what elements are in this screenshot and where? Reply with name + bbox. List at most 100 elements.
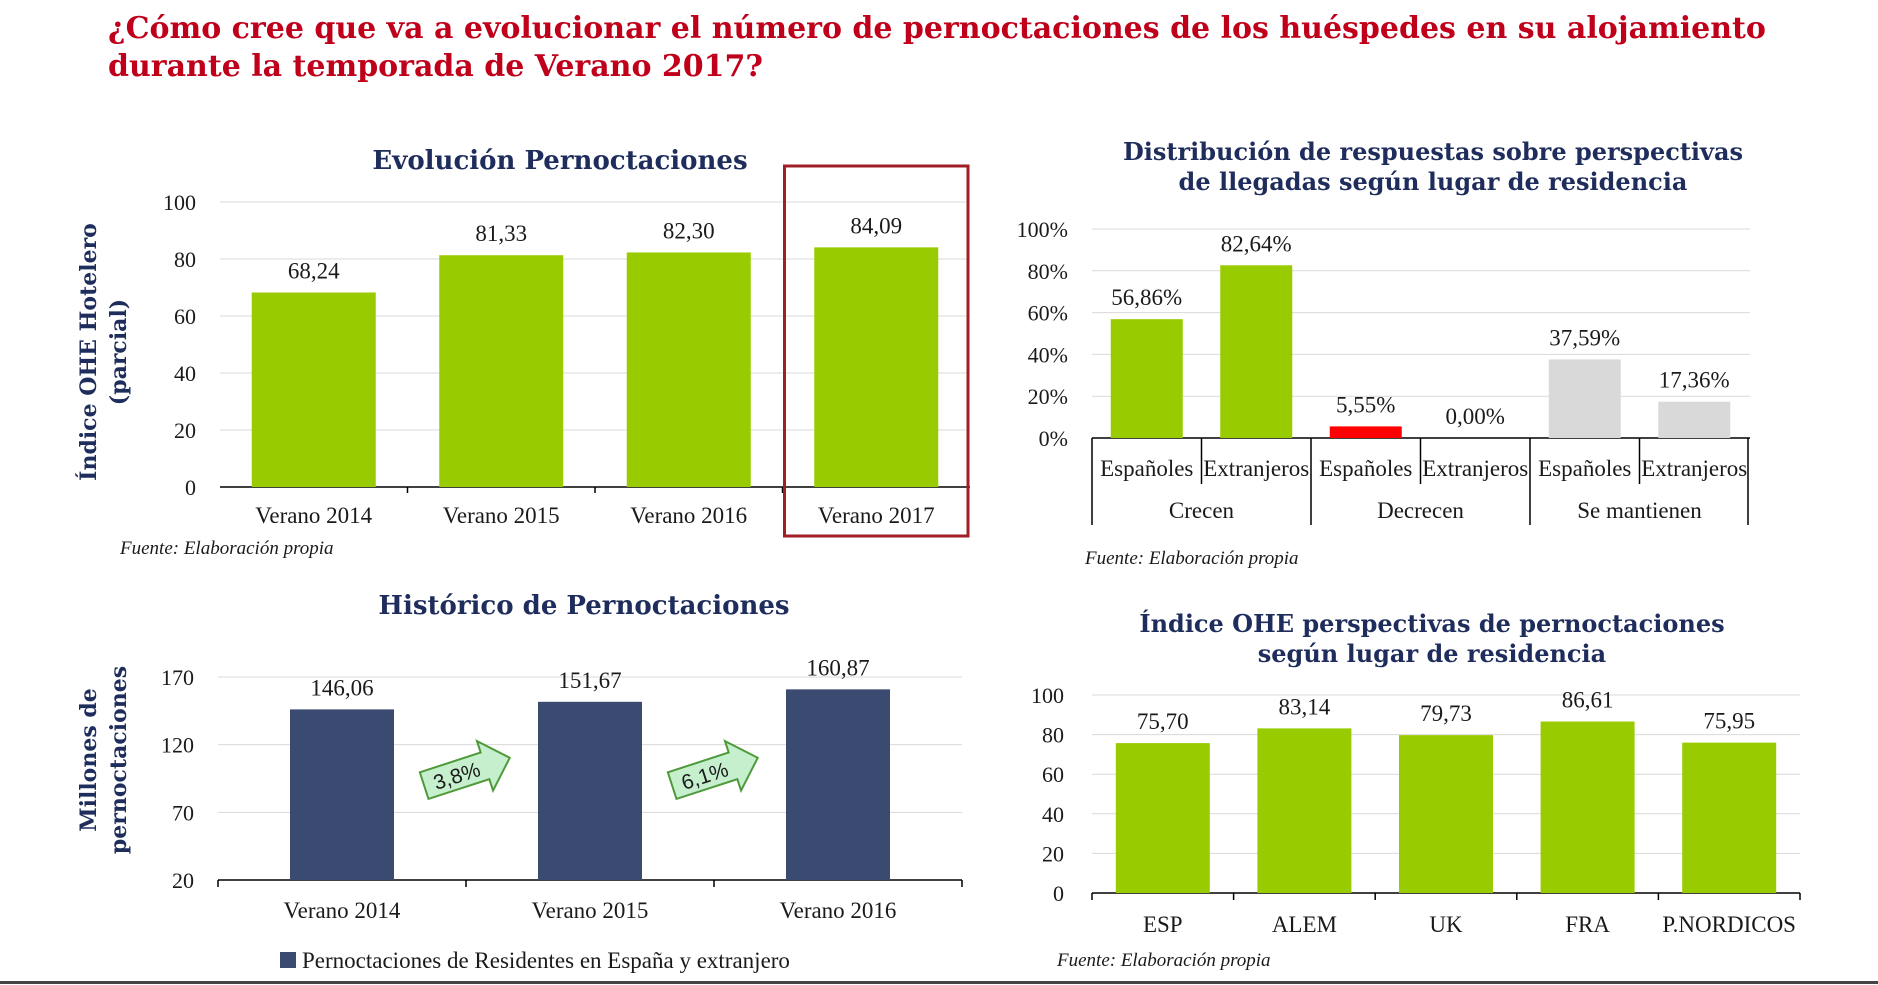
- bar: [1658, 401, 1731, 438]
- x-tick-label: Extranjeros: [1422, 456, 1528, 481]
- data-label: 75,95: [1703, 709, 1755, 734]
- bar: [439, 255, 564, 487]
- chart-title: Evolución Pernoctaciones: [372, 146, 747, 176]
- bar: [1110, 319, 1183, 438]
- y-tick-label: 20: [172, 868, 194, 893]
- y-axis-label: Índice OHE Hotelero (parcial): [75, 223, 132, 481]
- data-label: 79,73: [1420, 701, 1472, 726]
- x-tick-label: UK: [1429, 912, 1463, 937]
- y-tick-label: 20: [1042, 841, 1064, 866]
- bar: [786, 689, 890, 880]
- bar: [1548, 359, 1621, 438]
- bar: [626, 252, 751, 487]
- data-label: 146,06: [310, 675, 373, 700]
- bar: [251, 292, 376, 487]
- y-tick-label: 100: [1031, 683, 1064, 708]
- bottom-divider: [0, 981, 1878, 984]
- data-label: 81,33: [475, 221, 527, 246]
- x-tick-label: FRA: [1565, 912, 1610, 937]
- group-label: Se mantienen: [1577, 498, 1702, 523]
- data-label: 82,64%: [1221, 231, 1292, 256]
- x-tick-label: Españoles: [1319, 456, 1412, 481]
- x-tick-label: ESP: [1143, 912, 1183, 937]
- data-label: 160,87: [806, 655, 869, 680]
- y-tick-label: 40: [174, 361, 196, 386]
- y-tick-label: 40: [1042, 802, 1064, 827]
- bar: [538, 701, 642, 880]
- data-label: 37,59%: [1549, 325, 1620, 350]
- source-note: Fuente: Elaboración propia: [1056, 950, 1271, 971]
- x-tick-label: Verano 2014: [284, 898, 401, 923]
- legend-label: Pernoctaciones de Residentes en España y…: [302, 948, 790, 973]
- y-tick-label: 40%: [1028, 342, 1068, 367]
- bar: [1220, 265, 1293, 438]
- data-label: 5,55%: [1336, 392, 1395, 417]
- chart-evolucion: Evolución Pernoctaciones 0 20 40 60 80 100 68,2…: [75, 146, 970, 559]
- y-tick-label: 80: [1042, 723, 1064, 748]
- data-label: 17,36%: [1659, 368, 1730, 393]
- y-tick-label: 60: [1042, 762, 1064, 787]
- x-tick-label: Verano 2015: [443, 503, 560, 528]
- bar: [1257, 728, 1352, 893]
- source-note: Fuente: Elaboración propia: [119, 538, 334, 559]
- x-tick-label: Españoles: [1100, 456, 1193, 481]
- x-tick-label: Verano 2015: [532, 898, 649, 923]
- chart-historico: Histórico de Pernoctaciones 20 70 120 170 146…: [76, 591, 963, 973]
- y-tick-label: 100: [163, 190, 196, 215]
- bar: [1115, 743, 1210, 893]
- y-tick-label: 80: [174, 247, 196, 272]
- growth-arrow-shape: [418, 739, 512, 801]
- chart-title: Distribución de respuestas sobre perspec…: [1123, 137, 1743, 196]
- data-label: 82,30: [663, 218, 715, 243]
- data-label: 0,00%: [1446, 404, 1505, 429]
- chart-title: Índice OHE perspectivas de pernoctacione…: [1139, 609, 1724, 668]
- chart-indice-residencia: Índice OHE perspectivas de pernoctacione…: [1031, 609, 1801, 971]
- source-note: Fuente: Elaboración propia: [1084, 548, 1299, 569]
- bar: [290, 709, 394, 880]
- y-tick-label: 60%: [1028, 301, 1068, 326]
- data-label: 83,14: [1279, 694, 1331, 719]
- group-label: Decrecen: [1377, 498, 1464, 523]
- y-axis-label: Millones de pernoctaciones: [76, 666, 132, 854]
- data-label: 68,24: [288, 259, 340, 284]
- data-label: 75,70: [1137, 709, 1189, 734]
- x-tick-label: Extranjeros: [1203, 456, 1309, 481]
- page-title-line-1: ¿Cómo cree que va a evolucionar el númer…: [108, 11, 1766, 46]
- y-tick-label: 0%: [1039, 426, 1068, 451]
- x-tick-label: P.NORDICOS: [1662, 912, 1796, 937]
- page-title: ¿Cómo cree que va a evolucionar el númer…: [108, 10, 1828, 86]
- x-tick-label: Verano 2016: [630, 503, 747, 528]
- bar: [1682, 742, 1777, 893]
- y-tick-label: 20%: [1028, 384, 1068, 409]
- data-label: 151,67: [558, 668, 621, 693]
- highlight-box: [783, 164, 970, 538]
- data-label: 86,61: [1562, 688, 1614, 713]
- bar: [814, 247, 939, 487]
- x-tick-label: ALEM: [1272, 912, 1337, 937]
- bar: [1329, 426, 1402, 438]
- group-label: Crecen: [1169, 498, 1235, 523]
- growth-arrow-shape: [666, 739, 760, 801]
- x-tick-label: Verano 2016: [780, 898, 897, 923]
- bar: [1399, 735, 1493, 893]
- y-tick-label: 70: [172, 800, 194, 825]
- y-tick-label: 20: [174, 418, 196, 443]
- x-tick-label: Verano 2014: [255, 503, 372, 528]
- y-tick-label: 80%: [1028, 259, 1068, 284]
- data-label: 84,09: [850, 213, 902, 238]
- chart-distribucion: Distribución de respuestas sobre perspec…: [1017, 137, 1750, 569]
- y-tick-label: 100%: [1017, 217, 1068, 242]
- x-tick-label: Españoles: [1538, 456, 1631, 481]
- y-tick-label: 0: [185, 475, 196, 500]
- x-tick-label: Verano 2017: [818, 503, 935, 528]
- y-tick-label: 0: [1053, 881, 1064, 906]
- legend-swatch: [280, 952, 296, 968]
- bar: [1540, 721, 1635, 893]
- y-tick-label: 60: [174, 304, 196, 329]
- data-label: 56,86%: [1111, 285, 1182, 310]
- x-tick-label: Extranjeros: [1641, 456, 1747, 481]
- page-title-line-2: durante la temporada de Verano 2017?: [108, 49, 763, 84]
- y-tick-label: 120: [161, 733, 194, 758]
- chart-title: Histórico de Pernoctaciones: [378, 591, 789, 621]
